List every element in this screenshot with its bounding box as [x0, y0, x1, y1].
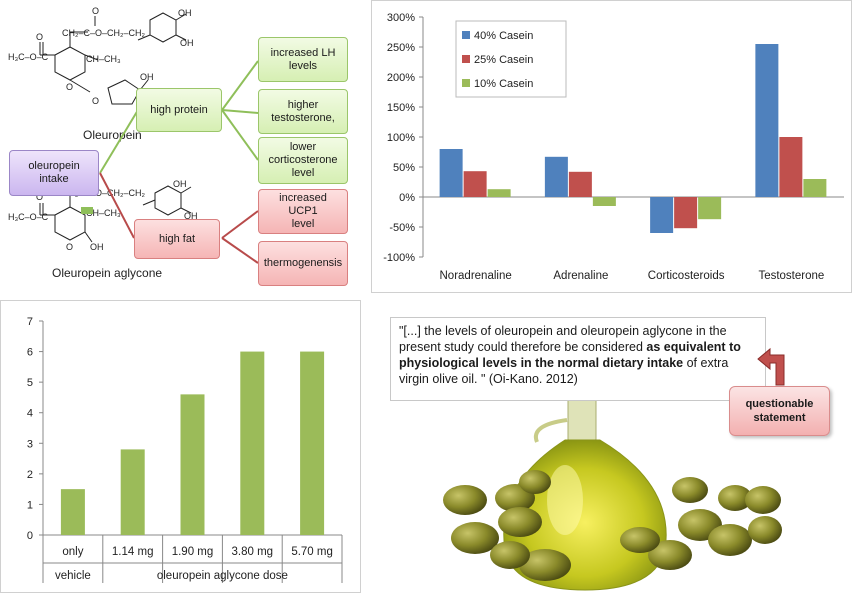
y-tick-label: 200% [387, 72, 415, 84]
bar-10-casein-testosterone [803, 179, 827, 197]
svg-text:O: O [92, 6, 99, 16]
svg-text:CH–CH₃: CH–CH₃ [86, 54, 121, 64]
svg-text:O: O [36, 192, 43, 202]
x-category-label: 3.80 mg [232, 546, 274, 558]
y-tick-label: 50% [393, 162, 415, 174]
svg-text:H₃C–O–C: H₃C–O–C [8, 52, 49, 62]
bar-40-casein-corticosteroids [650, 197, 674, 233]
legend-label: 40% Casein [474, 30, 533, 42]
bar-40-casein-testosterone [755, 44, 779, 197]
bar-10-casein-noradrenaline [487, 189, 511, 197]
bar-3-80-mg [240, 351, 265, 535]
svg-text:CH–CH₃: CH–CH₃ [86, 208, 121, 218]
y-tick-label: 100% [387, 132, 415, 144]
bar-40-casein-noradrenaline [439, 149, 463, 197]
x-category-label: Noradrenaline [440, 270, 512, 282]
bar-only [60, 489, 85, 535]
x-category-label: only [62, 546, 83, 558]
oleuropein-label: Oleuropein [83, 128, 142, 142]
legend-swatch [462, 79, 470, 87]
hormone-chart-frame: 300% 250% 200% 150% 100% 50% 0% -50% -100% Noradr… [371, 0, 852, 293]
svg-text:OH: OH [140, 72, 154, 82]
svg-text:OH: OH [178, 8, 192, 18]
quote-text-start: "[...] the levels of oleuropein and oleu… [399, 324, 727, 354]
svg-text:OH: OH [173, 179, 187, 189]
y-tick-label: 0 [27, 530, 33, 542]
y-tick-label: 0% [399, 192, 415, 204]
y-tick-label: 300% [387, 12, 415, 24]
y-tick-label: 5 [27, 377, 33, 389]
bar-1-14-mg [120, 449, 145, 535]
x-category-label: Corticosteroids [648, 270, 725, 282]
y-tick-label: 250% [387, 42, 415, 54]
molecule-structures: H₃C–O–C O CH₂–C–O–CH₂–CH₂ O OH OH CH–CH₃… [8, 6, 198, 252]
bar-5-70-mg [300, 351, 325, 535]
svg-text:OH: OH [90, 242, 104, 252]
thermogenensis-node: thermogenensis [258, 241, 348, 286]
increased-ucp1-node: increased UCP1 level [258, 189, 348, 234]
lower-corticosterone-node: lower corticosterone level [258, 137, 348, 184]
group-label-vehicle: vehicle [55, 570, 91, 582]
high-protein-node: high protein [136, 88, 222, 132]
x-category-label: 1.14 mg [112, 546, 154, 558]
svg-text:O: O [66, 82, 73, 92]
svg-text:CH₂–C–O–CH₂–CH₂: CH₂–C–O–CH₂–CH₂ [62, 28, 146, 38]
x-category-label: Adrenaline [553, 270, 608, 282]
dose-chart-frame: 7 6 5 4 3 2 1 0 only 1.14 mg 1.90 mg 3.80 mg 5.70 mg… [0, 300, 361, 593]
quote-text-end: of extra virgin olive oil. " (Oi-Kano. 2… [399, 356, 729, 386]
quote-box: "[...] the levels of oleuropein and oleu… [390, 317, 766, 401]
legend: 40% Casein 25% Casein 10% Casein [455, 20, 567, 98]
olive-oil-illustration [443, 394, 782, 591]
oleuropein-aglycone-label: Oleuropein aglycone [52, 266, 163, 280]
legend-box [455, 20, 567, 98]
bar-10-casein-corticosteroids [698, 197, 722, 220]
svg-text:O: O [66, 242, 73, 252]
higher-testosterone-node: higher testosterone, [258, 89, 348, 134]
dose-bar-chart: 7 6 5 4 3 2 1 0 only 1.14 mg 1.90 mg 3.80 mg 5.70 mg… [27, 316, 343, 583]
legend-swatch [462, 55, 470, 63]
legend-swatch [462, 31, 470, 39]
bar-25-casein-adrenaline [568, 171, 592, 197]
legend-label: 10% Casein [474, 78, 533, 90]
legend-label: 25% Casein [474, 54, 533, 66]
svg-text:CH₂–C–O–CH₂–CH₂: CH₂–C–O–CH₂–CH₂ [62, 188, 146, 198]
x-category-label: 5.70 mg [291, 546, 333, 558]
bar-25-casein-testosterone [779, 137, 803, 197]
callout-arrow-icon [757, 347, 785, 386]
svg-text:OH: OH [180, 38, 194, 48]
bar-25-casein-noradrenaline [463, 171, 487, 197]
svg-text:OH: OH [184, 211, 198, 221]
y-tick-label: 4 [27, 408, 33, 420]
svg-text:O: O [92, 96, 99, 106]
diagram-connectors [99, 60, 259, 264]
bar-25-casein-corticosteroids [674, 197, 698, 229]
questionable-statement-callout: questionable statement [729, 386, 830, 436]
hormone-bar-chart: 300% 250% 200% 150% 100% 50% 0% -50% -100% Noradr… [383, 12, 844, 282]
group-label-dose: oleuropein aglycone dose [157, 570, 288, 582]
y-tick-label: 1 [27, 499, 33, 511]
y-tick-label: 150% [387, 102, 415, 114]
y-tick-label: 3 [27, 438, 33, 450]
y-tick-label: -50% [389, 222, 415, 234]
quote-text-bold: as equivalent to physiological levels in… [399, 340, 741, 370]
high-fat-node: high fat [134, 219, 220, 259]
y-tick-label: -100% [383, 252, 415, 264]
bar-1-90-mg [180, 394, 205, 535]
y-tick-label: 2 [27, 469, 33, 481]
increased-lh-node: increased LH levels [258, 37, 348, 82]
bar-40-casein-adrenaline [544, 156, 568, 197]
y-tick-label: 7 [27, 316, 33, 328]
oleuropein-intake-node: oleuropein intake [9, 150, 99, 196]
svg-text:H₃C–O–C: H₃C–O–C [8, 212, 49, 222]
bar-10-casein-adrenaline [592, 197, 616, 206]
x-category-label: Testosterone [758, 270, 824, 282]
y-tick-label: 6 [27, 347, 33, 359]
svg-text:O: O [36, 32, 43, 42]
x-category-label: 1.90 mg [172, 546, 214, 558]
